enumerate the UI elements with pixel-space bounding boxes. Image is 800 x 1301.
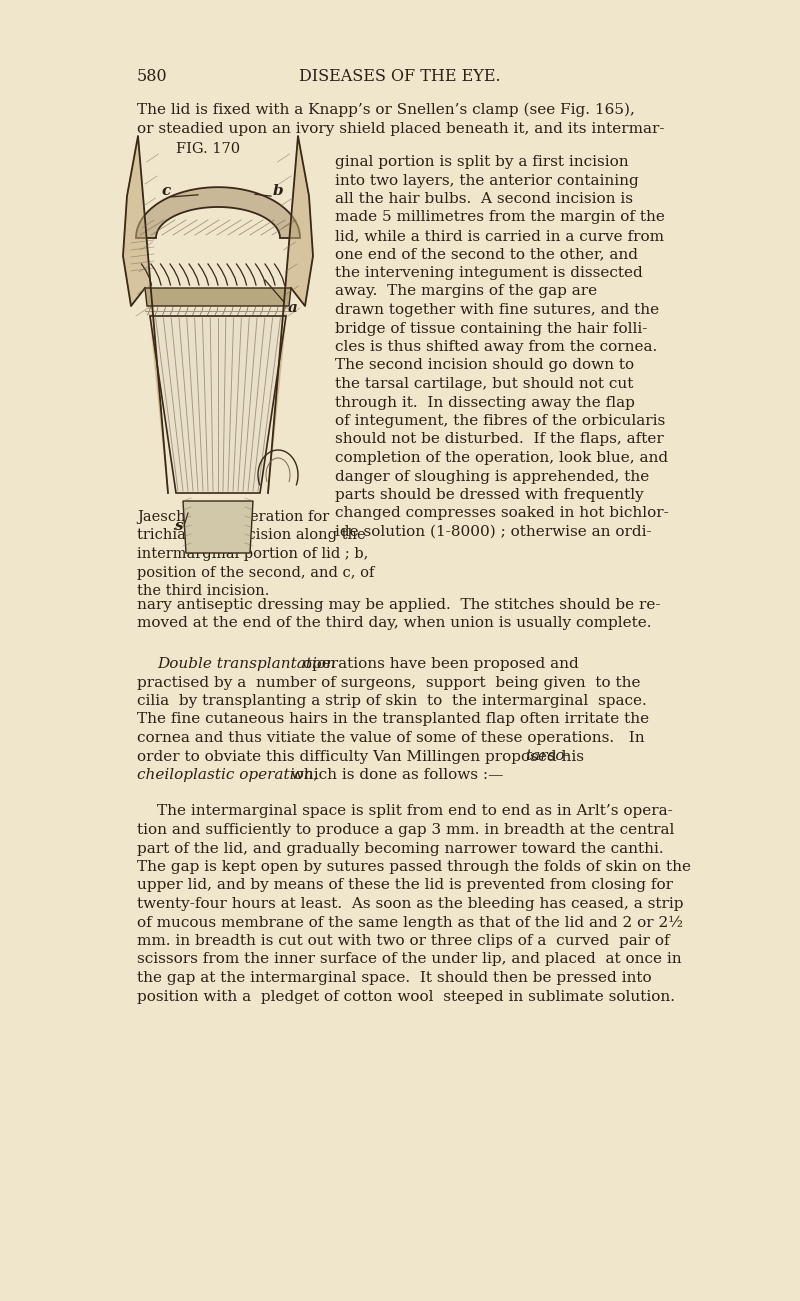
Text: 580: 580 <box>137 68 168 85</box>
Text: DISEASES OF THE EYE.: DISEASES OF THE EYE. <box>299 68 501 85</box>
Text: twenty-four hours at least.  As soon as the bleeding has ceased, a strip: twenty-four hours at least. As soon as t… <box>137 896 683 911</box>
Text: all the hair bulbs.  A second incision is: all the hair bulbs. A second incision is <box>335 193 633 206</box>
Text: operations have been proposed and: operations have been proposed and <box>298 657 578 671</box>
Text: one end of the second to the other, and: one end of the second to the other, and <box>335 247 638 262</box>
Text: danger of sloughing is apprehended, the: danger of sloughing is apprehended, the <box>335 470 650 484</box>
Text: ginal portion is split by a first incision: ginal portion is split by a first incisi… <box>335 155 629 169</box>
Text: or steadied upon an ivory shield placed beneath it, and its intermar-: or steadied upon an ivory shield placed … <box>137 121 665 135</box>
Text: should not be disturbed.  If the flaps, after: should not be disturbed. If the flaps, a… <box>335 432 664 446</box>
Text: tion and sufficiently to produce a gap 3 mm. in breadth at the central: tion and sufficiently to produce a gap 3… <box>137 824 674 837</box>
Polygon shape <box>145 288 291 306</box>
Polygon shape <box>123 137 168 493</box>
Polygon shape <box>150 316 286 493</box>
Text: order to obviate this difficulty Van Millingen proposed his: order to obviate this difficulty Van Mil… <box>137 749 589 764</box>
Text: Double transplantation: Double transplantation <box>157 657 336 671</box>
Text: lid, while a third is carried in a curve from: lid, while a third is carried in a curve… <box>335 229 664 243</box>
Text: Jaesche-Arlt operation for: Jaesche-Arlt operation for <box>137 510 330 524</box>
Text: cles is thus shifted away from the cornea.: cles is thus shifted away from the corne… <box>335 340 658 354</box>
Text: b: b <box>273 185 284 198</box>
Text: of integument, the fibres of the orbicularis: of integument, the fibres of the orbicul… <box>335 414 666 428</box>
Text: the intervening integument is dissected: the intervening integument is dissected <box>335 265 642 280</box>
Text: drawn together with fine sutures, and the: drawn together with fine sutures, and th… <box>335 303 659 317</box>
Text: which is done as follows :—: which is done as follows :— <box>286 768 503 782</box>
Text: position of the second, and c, of: position of the second, and c, of <box>137 566 374 579</box>
Text: cornea and thus vitiate the value of some of these operations.   In: cornea and thus vitiate the value of som… <box>137 731 645 745</box>
Text: the gap at the intermarginal space.  It should then be pressed into: the gap at the intermarginal space. It s… <box>137 971 652 985</box>
Polygon shape <box>183 501 253 553</box>
Text: into two layers, the anterior containing: into two layers, the anterior containing <box>335 173 638 187</box>
Text: away.  The margins of the gap are: away. The margins of the gap are <box>335 285 597 298</box>
Text: position with a  pledget of cotton wool  steeped in sublimate solution.: position with a pledget of cotton wool s… <box>137 990 675 1003</box>
Text: c: c <box>161 183 170 198</box>
Text: FIG. 170: FIG. 170 <box>176 142 240 156</box>
Text: moved at the end of the third day, when union is usually complete.: moved at the end of the third day, when … <box>137 617 651 631</box>
Text: a: a <box>288 301 298 315</box>
Text: bridge of tissue containing the hair folli-: bridge of tissue containing the hair fol… <box>335 321 647 336</box>
Text: parts should be dressed with frequently: parts should be dressed with frequently <box>335 488 644 502</box>
Polygon shape <box>268 137 313 493</box>
Text: scissors from the inner surface of the under lip, and placed  at once in: scissors from the inner surface of the u… <box>137 952 682 967</box>
Text: made 5 millimetres from the margin of the: made 5 millimetres from the margin of th… <box>335 211 665 225</box>
Text: The gap is kept open by sutures passed through the folds of skin on the: The gap is kept open by sutures passed t… <box>137 860 691 874</box>
Text: ide solution (1-8000) ; otherwise an ordi-: ide solution (1-8000) ; otherwise an ord… <box>335 526 652 539</box>
Text: tarso-: tarso- <box>525 749 570 764</box>
Text: the tarsal cartilage, but should not cut: the tarsal cartilage, but should not cut <box>335 377 634 392</box>
Text: s: s <box>174 519 182 533</box>
Text: the third incision.: the third incision. <box>137 584 270 598</box>
Text: part of the lid, and gradually becoming narrower toward the canthi.: part of the lid, and gradually becoming … <box>137 842 664 856</box>
Text: of mucous membrane of the same length as that of the lid and 2 or 2½: of mucous membrane of the same length as… <box>137 916 683 930</box>
Text: mm. in breadth is cut out with two or three clips of a  curved  pair of: mm. in breadth is cut out with two or th… <box>137 934 670 948</box>
Text: changed compresses soaked in hot bichlor-: changed compresses soaked in hot bichlor… <box>335 506 669 520</box>
Text: nary antiseptic dressing may be applied.  The stitches should be re-: nary antiseptic dressing may be applied.… <box>137 598 661 611</box>
Text: cilia  by transplanting a strip of skin  to  the intermarginal  space.: cilia by transplanting a strip of skin t… <box>137 693 646 708</box>
Text: upper lid, and by means of these the lid is prevented from closing for: upper lid, and by means of these the lid… <box>137 878 673 892</box>
Text: completion of the operation, look blue, and: completion of the operation, look blue, … <box>335 451 668 464</box>
Text: cheiloplastic operation,: cheiloplastic operation, <box>137 768 318 782</box>
Text: practised by a  number of surgeons,  support  being given  to the: practised by a number of surgeons, suppo… <box>137 675 641 690</box>
Text: The fine cutaneous hairs in the transplanted flap often irritate the: The fine cutaneous hairs in the transpla… <box>137 713 649 726</box>
Text: The lid is fixed with a Knapp’s or Snellen’s clamp (see Fig. 165),: The lid is fixed with a Knapp’s or Snell… <box>137 103 635 117</box>
Text: trichiasis. a, incision along the: trichiasis. a, incision along the <box>137 528 366 543</box>
Text: through it.  In dissecting away the flap: through it. In dissecting away the flap <box>335 396 635 410</box>
Text: The second incision should go down to: The second incision should go down to <box>335 359 634 372</box>
Text: The intermarginal space is split from end to end as in Arlt’s opera-: The intermarginal space is split from en… <box>157 804 673 818</box>
Text: intermarginal portion of lid ; b,: intermarginal portion of lid ; b, <box>137 546 368 561</box>
Polygon shape <box>136 187 300 238</box>
